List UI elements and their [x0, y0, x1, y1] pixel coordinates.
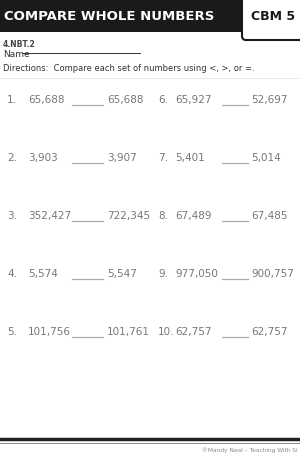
- Text: 722,345: 722,345: [107, 211, 150, 221]
- Text: 5,014: 5,014: [251, 153, 281, 163]
- Text: 1.: 1.: [7, 95, 17, 105]
- Text: 4.: 4.: [7, 269, 17, 279]
- Text: CBM 5: CBM 5: [251, 10, 295, 22]
- Text: ©Mandy Neal – Teaching With Si: ©Mandy Neal – Teaching With Si: [202, 447, 298, 452]
- Text: 10.: 10.: [158, 327, 175, 337]
- Text: 62,757: 62,757: [251, 327, 287, 337]
- Text: 65,688: 65,688: [107, 95, 143, 105]
- FancyBboxPatch shape: [0, 0, 258, 32]
- FancyBboxPatch shape: [242, 0, 300, 40]
- Text: 2.: 2.: [7, 153, 17, 163]
- Text: 900,757: 900,757: [251, 269, 294, 279]
- Text: 8.: 8.: [158, 211, 168, 221]
- Text: 352,427: 352,427: [28, 211, 71, 221]
- Text: 101,756: 101,756: [28, 327, 71, 337]
- Text: 3,907: 3,907: [107, 153, 137, 163]
- Text: 9.: 9.: [158, 269, 168, 279]
- Text: 65,688: 65,688: [28, 95, 64, 105]
- Text: 7.: 7.: [158, 153, 168, 163]
- Text: 977,050: 977,050: [175, 269, 218, 279]
- Text: 62,757: 62,757: [175, 327, 211, 337]
- Text: 5.: 5.: [7, 327, 17, 337]
- Text: Directions:  Compare each set of numbers using <, >, or =.: Directions: Compare each set of numbers …: [3, 64, 255, 73]
- Text: COMPARE WHOLE NUMBERS: COMPARE WHOLE NUMBERS: [4, 10, 214, 22]
- Text: 3,903: 3,903: [28, 153, 58, 163]
- Text: 67,485: 67,485: [251, 211, 287, 221]
- Text: 52,697: 52,697: [251, 95, 287, 105]
- Text: 4.NBT.2: 4.NBT.2: [3, 40, 36, 49]
- Text: 5,547: 5,547: [107, 269, 137, 279]
- Text: 3.: 3.: [7, 211, 17, 221]
- Text: 5,574: 5,574: [28, 269, 58, 279]
- Text: 6.: 6.: [158, 95, 168, 105]
- Text: 101,761: 101,761: [107, 327, 150, 337]
- Text: 65,927: 65,927: [175, 95, 211, 105]
- Text: Name: Name: [3, 50, 30, 59]
- Text: 5,401: 5,401: [175, 153, 205, 163]
- Text: 67,489: 67,489: [175, 211, 211, 221]
